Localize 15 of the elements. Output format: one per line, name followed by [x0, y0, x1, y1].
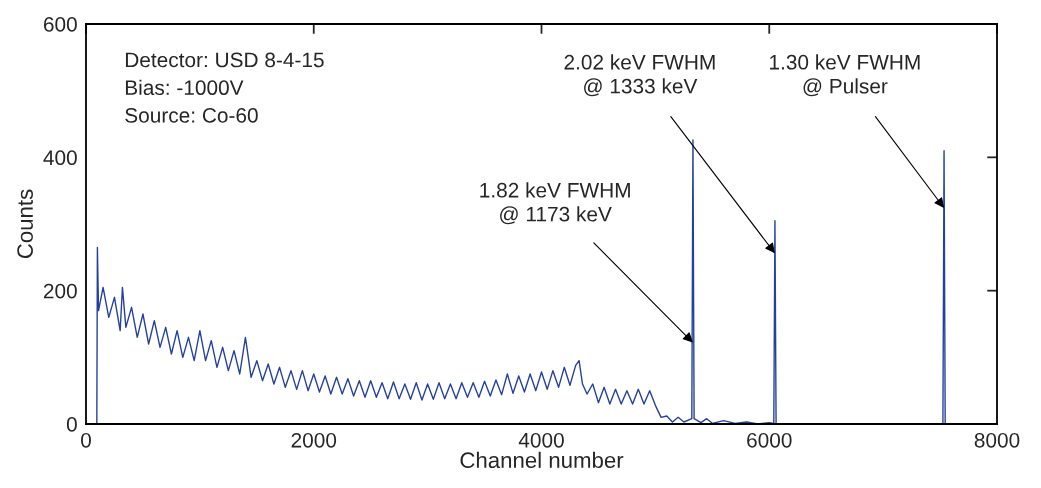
y-tick-label: 200 [43, 283, 77, 299]
y-axis-title: Counts [17, 189, 33, 259]
x-tick-label: 4000 [518, 432, 564, 448]
y-tick-label: 0 [66, 417, 77, 432]
y-tick-label: 600 [43, 17, 77, 32]
x-tick-label: 6000 [747, 432, 792, 448]
annotation: 1.30 keV FWHM @ Pulser [770, 54, 920, 97]
x-tick-label: 8000 [974, 432, 1020, 448]
annotation: Detector: USD 8-4-15 Bias: -1000V Source: Co-60 [125, 52, 324, 123]
x-tick-label: 0 [81, 432, 91, 448]
x-tick-label: 2000 [291, 432, 337, 448]
annotation: 2.02 keV FWHM @ 1333 keV [564, 54, 715, 97]
x-axis-title: Channel number [460, 451, 624, 469]
annotation: 1.82 keV FWHM @ 1173 keV [480, 182, 630, 225]
y-tick-label: 400 [43, 150, 77, 166]
